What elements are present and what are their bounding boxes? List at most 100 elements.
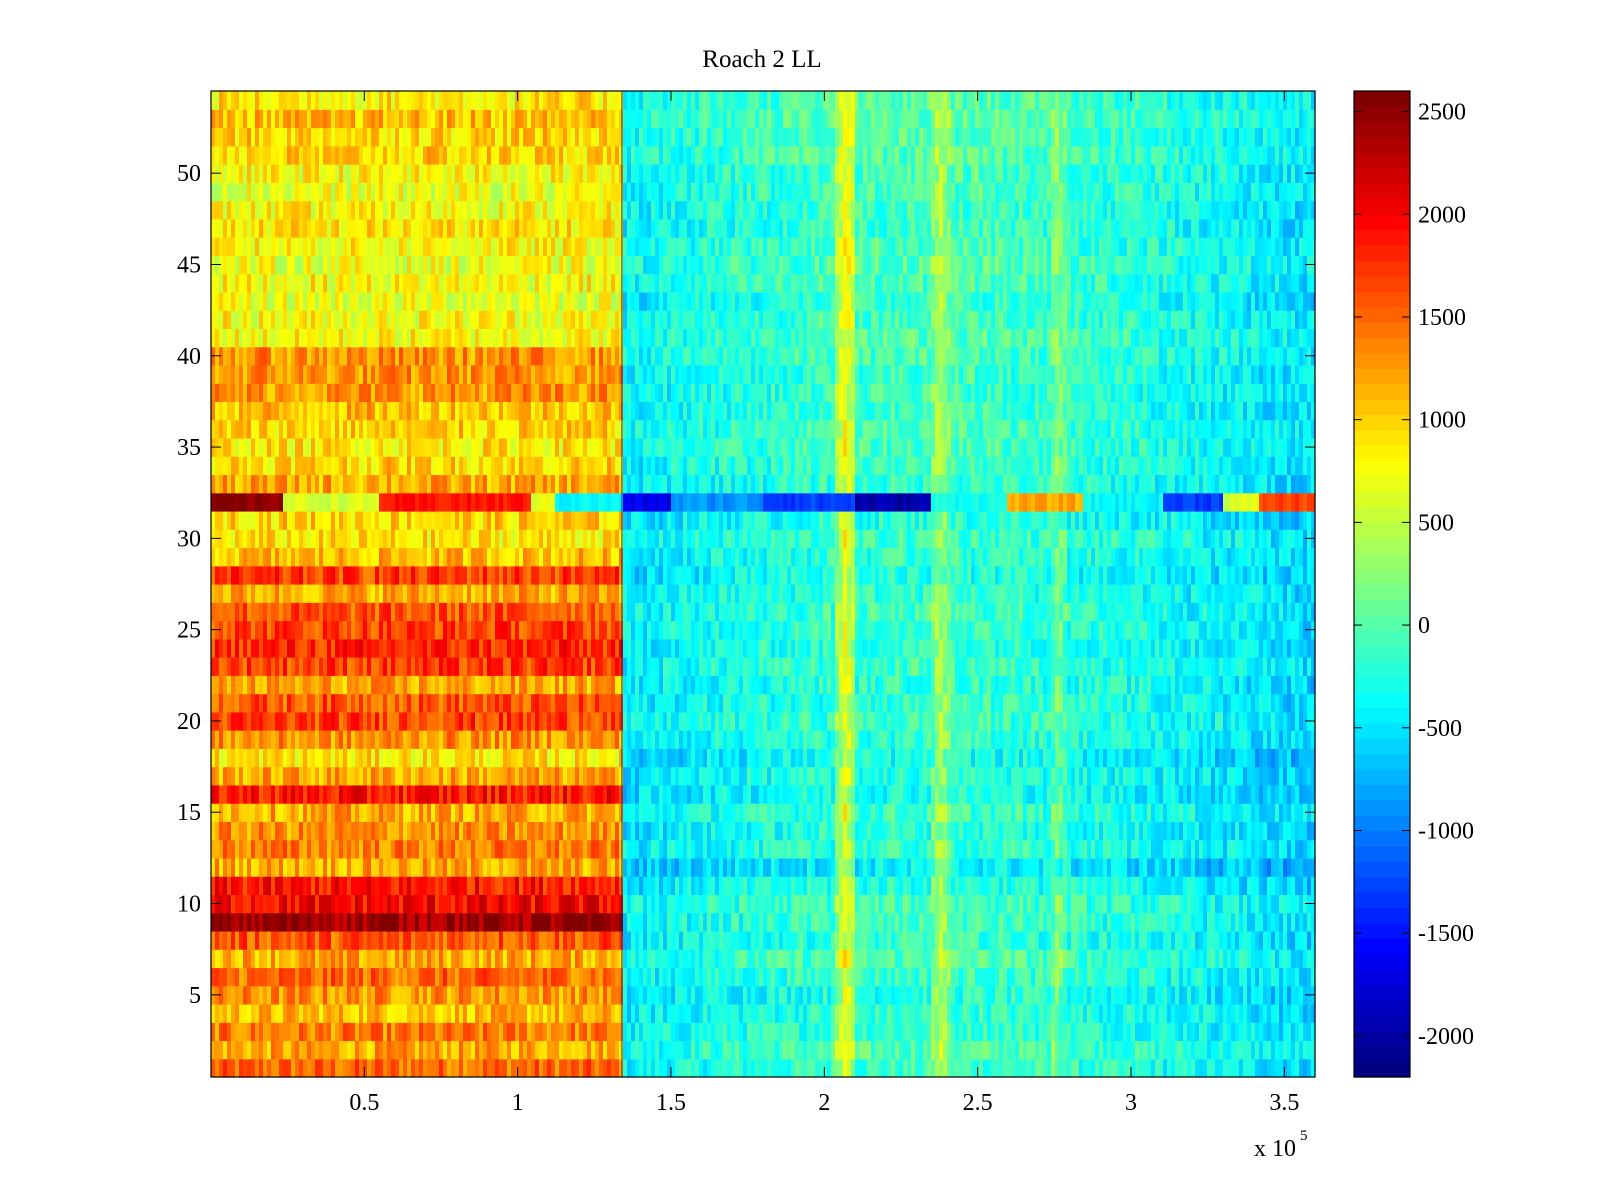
heatmap-cell [1235,949,1240,969]
heatmap-cell [1143,876,1148,896]
heatmap-row [211,930,1316,950]
heatmap-cell [1075,876,1080,896]
heatmap-cell [519,821,524,841]
heatmap-cell [775,1022,780,1042]
heatmap-cell [883,912,888,932]
heatmap-cell [711,803,716,822]
heatmap-cell [923,894,928,914]
heatmap-cell [691,912,696,932]
heatmap-cell [555,1058,560,1078]
heatmap-cell [363,1022,368,1042]
heatmap-cell [1039,967,1044,987]
heatmap-cell [335,1022,340,1042]
heatmap-cell [427,949,432,969]
heatmap-cell [1171,803,1176,822]
heatmap-cell [299,803,304,822]
heatmap-cell [1099,857,1104,877]
heatmap-cell [1195,894,1200,914]
heatmap-cell [467,967,472,987]
heatmap-cell [1159,748,1164,768]
heatmap-cell [519,1058,524,1078]
heatmap-cell [695,894,700,914]
heatmap-cell [539,748,544,768]
heatmap-cell [599,967,604,987]
heatmap-cell [715,748,720,768]
heatmap-cell [647,748,652,768]
heatmap-cell [471,803,476,822]
heatmap-cell [1199,912,1204,932]
heatmap-cell [691,894,696,914]
heatmap-cell [1195,1058,1200,1078]
heatmap-cell [863,930,868,950]
heatmap-cell [499,748,504,768]
heatmap-cell [959,784,964,804]
heatmap-cell [559,803,564,822]
heatmap-cell [899,857,904,877]
heatmap-cell [455,821,460,841]
heatmap-cell [591,967,596,987]
heatmap-cell [975,894,980,914]
heatmap-cell [823,930,828,950]
heatmap-cell [1115,1040,1120,1060]
heatmap-cell [483,1058,488,1078]
heatmap-cell [231,766,236,786]
heatmap-cell [951,748,956,768]
heatmap-cell [1007,985,1012,1005]
heatmap-cell [519,949,524,969]
heatmap-cell [235,1058,240,1078]
heatmap-cell [551,1040,556,1060]
heatmap-cell [551,894,556,914]
heatmap-cell [727,839,732,859]
heatmap-cell [1267,985,1272,1005]
heatmap-cell [1247,967,1252,987]
heatmap-cell [1019,985,1024,1005]
heatmap-cell [1095,1040,1100,1060]
heatmap-cell [215,839,220,859]
heatmap-cell [779,876,784,896]
heatmap-cell [435,1058,440,1078]
heatmap-cell [431,1040,436,1060]
heatmap-cell [683,1040,688,1060]
heatmap-cell [783,748,788,768]
heatmap-cell [223,930,228,950]
heatmap-cell [431,766,436,786]
heatmap-cell [1223,894,1228,914]
heatmap-cell [1091,930,1096,950]
heatmap-cell [1231,766,1236,786]
heatmap-cell [647,985,652,1005]
heatmap-cell [1219,949,1224,969]
heatmap-cell [1115,1003,1120,1023]
heatmap-cell [1187,766,1192,786]
heatmap-cell [327,876,332,896]
heatmap-cell [379,876,384,896]
heatmap-cell [695,766,700,786]
heatmap-row [211,876,1316,896]
heatmap-cell [383,949,388,969]
heatmap-cell [427,1058,432,1078]
heatmap-cell [943,803,948,822]
heatmap-cell [903,766,908,786]
heatmap-cell [1287,1003,1292,1023]
heatmap-cell [1119,894,1124,914]
heatmap-cell [971,1022,976,1042]
heatmap-cell [659,839,664,859]
heatmap-cell [1023,784,1028,804]
heatmap-cell [767,912,772,932]
heatmap-cell [875,1003,880,1023]
heatmap-cell [331,784,336,804]
heatmap-cell [1159,766,1164,786]
heatmap-cell [707,784,712,804]
heatmap-cell [1187,1058,1192,1078]
heatmap-cell [1167,949,1172,969]
heatmap-cell [879,857,884,877]
heatmap-cell [823,876,828,896]
heatmap-cell [751,949,756,969]
heatmap-cell [971,876,976,896]
heatmap-cell [603,766,608,786]
heatmap-cell [755,857,760,877]
heatmap-cell [639,930,644,950]
heatmap-cell [1223,748,1228,768]
heatmap-cell [799,1040,804,1060]
heatmap-cell [1275,985,1280,1005]
heatmap-cell [1215,784,1220,804]
